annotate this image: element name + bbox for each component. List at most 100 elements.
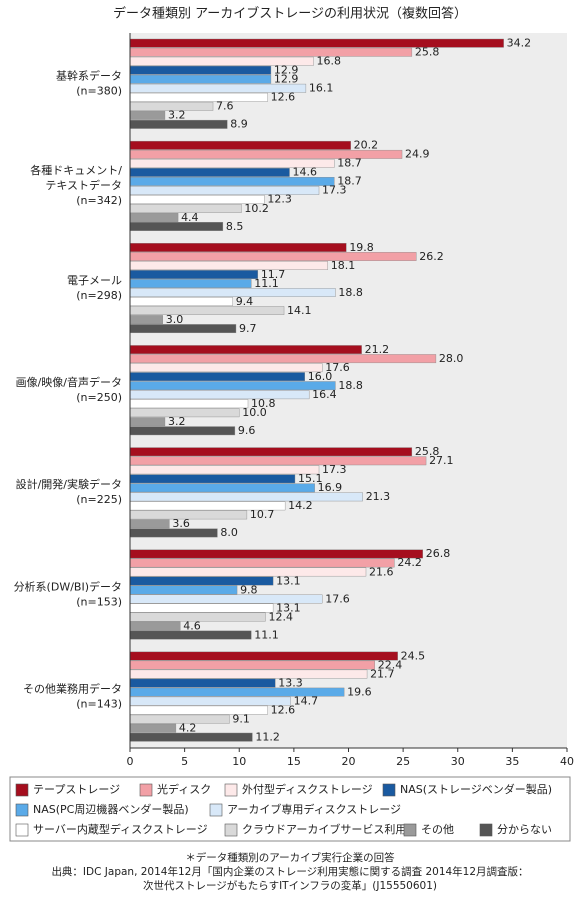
- bar: [129, 426, 236, 436]
- bar: [129, 465, 320, 475]
- legend-swatch: [224, 783, 238, 797]
- legend-label: その他: [421, 823, 454, 836]
- footnote: 次世代ストレージがもたらすITインフラの変革」(J15550601): [143, 879, 437, 892]
- x-tick-label: 20: [342, 755, 356, 768]
- value-label: 18.8: [338, 286, 363, 299]
- value-label: 28.0: [439, 352, 464, 365]
- value-label: 7.6: [216, 100, 234, 113]
- value-label: 12.6: [271, 91, 296, 104]
- legend-swatch: [479, 823, 493, 837]
- value-label: 9.1: [232, 712, 250, 725]
- bar: [129, 678, 276, 688]
- value-label: 4.4: [181, 211, 199, 224]
- value-label: 16.9: [318, 481, 343, 494]
- bar: [129, 119, 228, 129]
- bar: [129, 669, 368, 679]
- y-tick-label: 各種ドキュメント/: [30, 163, 122, 177]
- bar: [129, 110, 166, 120]
- value-label: 21.3: [366, 490, 391, 503]
- value-label: 21.6: [369, 565, 394, 578]
- value-label: 8.0: [220, 526, 238, 539]
- value-label: 11.7: [261, 268, 286, 281]
- value-label: 3.6: [172, 517, 190, 530]
- value-label: 4.6: [183, 619, 201, 632]
- value-label: 10.8: [251, 397, 275, 410]
- value-label: 24.9: [405, 148, 430, 161]
- x-tick-label: 30: [451, 755, 465, 768]
- value-label: 17.3: [322, 463, 347, 476]
- bar: [129, 213, 179, 222]
- value-label: 34.2: [507, 37, 532, 50]
- value-label: 16.4: [312, 388, 337, 401]
- chart-title: データ種類別 アーカイブストレージの利用状況（複数回答）: [113, 6, 467, 22]
- y-tick-label: 基幹系データ: [56, 69, 122, 83]
- bar: [129, 630, 252, 640]
- y-tick-label: テキストデータ: [45, 178, 122, 192]
- value-label: 18.8: [338, 379, 363, 392]
- legend-label: NAS(PC周辺機器ベンダー製品): [33, 802, 189, 816]
- footnote: 出典：IDC Japan, 2014年12月「国内企業のストレージ利用実態に関す…: [51, 865, 528, 878]
- bar: [129, 261, 328, 270]
- bar: [129, 288, 336, 297]
- bar: [129, 417, 166, 427]
- value-label: 13.3: [278, 676, 303, 689]
- x-tick-label: 25: [396, 755, 410, 768]
- y-tick-label: 分析系(DW/BI)データ: [14, 579, 122, 593]
- bar: [129, 390, 310, 400]
- x-tick-label: 35: [505, 755, 519, 768]
- x-tick-label: 0: [127, 755, 134, 768]
- bar: [129, 92, 268, 102]
- legend-box: [9, 776, 571, 842]
- value-label: 14.1: [287, 304, 312, 317]
- bar: [129, 492, 363, 502]
- value-label: 18.7: [337, 175, 362, 188]
- legend-label: 分からない: [497, 823, 552, 836]
- value-label: 17.6: [325, 592, 350, 605]
- legend-swatch: [139, 783, 153, 797]
- bar: [129, 585, 238, 595]
- value-label: 27.1: [429, 454, 454, 467]
- value-label: 14.6: [293, 166, 318, 179]
- bar: [129, 252, 417, 261]
- value-label: 9.4: [236, 295, 254, 308]
- value-label: 26.2: [419, 250, 444, 263]
- y-tick-label: (n=143): [76, 697, 122, 710]
- value-label: 22.4: [378, 658, 403, 671]
- value-label: 3.0: [166, 313, 184, 326]
- y-tick-label: (n=298): [76, 289, 122, 302]
- value-label: 14.7: [294, 694, 319, 707]
- value-label: 13.1: [276, 574, 301, 587]
- bar: [129, 47, 413, 57]
- legend-label: クラウドアーカイブサービス利用: [242, 822, 406, 836]
- value-label: 17.3: [322, 184, 347, 197]
- value-label: 12.9: [274, 73, 299, 86]
- bar: [129, 567, 367, 577]
- legend-swatch: [15, 823, 29, 837]
- value-label: 13.1: [276, 601, 301, 614]
- value-label: 4.2: [179, 721, 197, 734]
- y-tick-label: (n=342): [76, 194, 122, 207]
- legend-label: サーバー内蔵型ディスクストレージ: [33, 822, 208, 836]
- bar: [129, 324, 237, 334]
- value-label: 12.4: [268, 610, 293, 623]
- value-label: 24.2: [397, 556, 422, 569]
- legend-label: アーカイブ専用ディスクストレージ: [227, 802, 401, 816]
- value-label: 26.8: [426, 547, 451, 560]
- legend-label: 光ディスク: [157, 782, 211, 796]
- value-label: 16.8: [317, 55, 342, 68]
- legend-swatch: [382, 783, 396, 797]
- value-label: 8.9: [230, 118, 248, 131]
- bar: [129, 38, 504, 48]
- footnote: ＊データ種類別のアーカイブ実行企業の回答: [185, 851, 395, 864]
- value-label: 24.5: [401, 649, 426, 662]
- x-tick-label: 15: [287, 755, 301, 768]
- bar: [129, 723, 177, 733]
- bar: [129, 660, 375, 670]
- bar: [129, 65, 272, 75]
- value-label: 18.7: [337, 157, 362, 170]
- bar: [129, 372, 306, 382]
- bar: [129, 399, 249, 409]
- legend-swatch: [15, 803, 29, 817]
- bar: [129, 306, 285, 315]
